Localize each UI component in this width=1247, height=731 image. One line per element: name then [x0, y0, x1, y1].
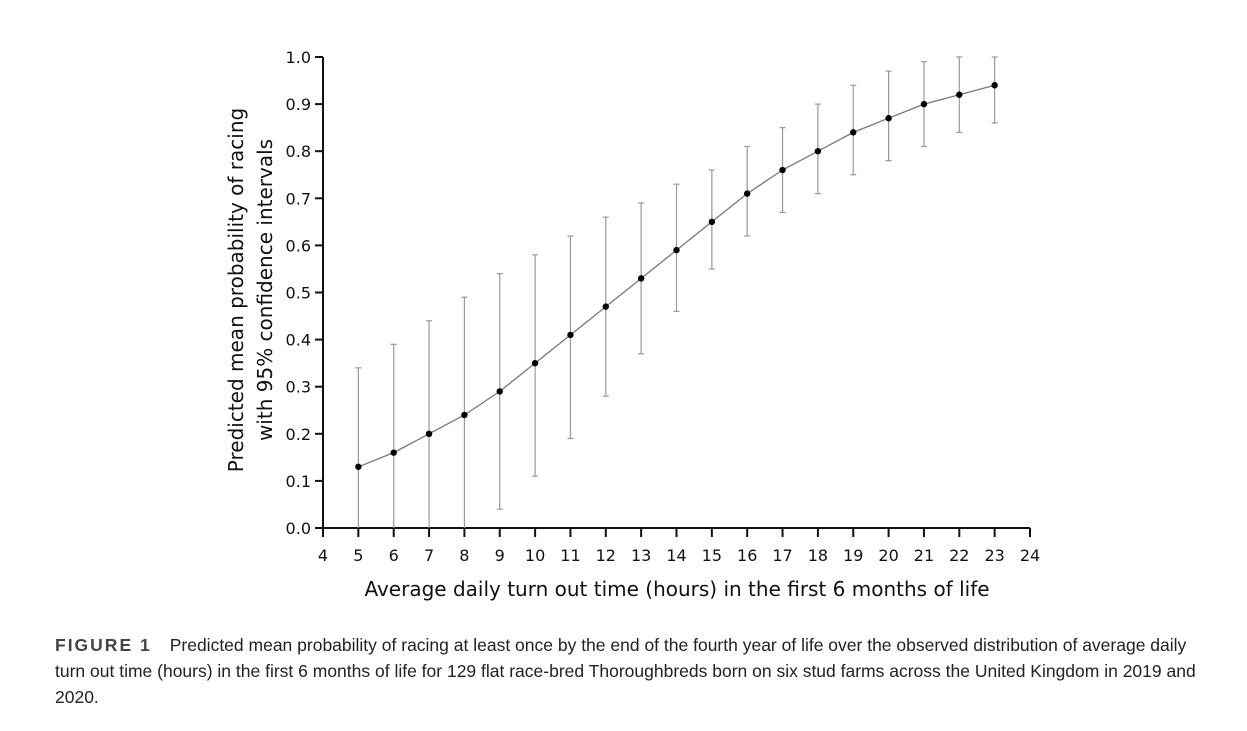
y-tick-label: 0.7: [286, 189, 311, 208]
data-point: [637, 275, 645, 282]
x-tick-label: 15: [702, 546, 722, 565]
y-axis-label-line2: with 95% confidence intervals: [253, 139, 277, 441]
data-point: [850, 129, 857, 136]
caption-text: Predicted mean probability of racing at …: [55, 635, 1196, 707]
x-tick-label: 12: [596, 546, 616, 565]
x-tick-label: 17: [772, 546, 792, 565]
data-point: [708, 218, 716, 226]
data-point: [814, 148, 822, 155]
x-tick-label: 19: [843, 546, 863, 565]
x-tick-label: 7: [424, 546, 434, 565]
y-tick-label: 0.3: [286, 378, 311, 397]
y-tick-label: 0.6: [286, 236, 311, 255]
figure-caption: FIGURE 1 Predicted mean probability of ra…: [55, 632, 1215, 710]
data-point: [531, 359, 539, 367]
x-tick-label: 13: [631, 546, 651, 565]
x-axis: 4 5 6 7 8 9 10 11 12 13 14 15 16 17 18 19 20 21 22 23 24: [318, 527, 1040, 565]
x-axis-label: Average daily turn out time (hours) in t…: [364, 577, 989, 601]
x-tick-label: 8: [459, 546, 469, 565]
x-tick-label: 14: [666, 546, 686, 565]
y-tick-label: 0.2: [286, 425, 311, 444]
x-tick-label: 5: [353, 546, 363, 565]
data-point: [425, 430, 433, 437]
error-bars: [355, 56, 998, 528]
data-point: [390, 449, 397, 456]
chart: 0.0 0.1 0.2 0.3 0.4 0.5 0.6 0.7 0.8 0.9 1.0 4 5 6 7 8 9…: [224, 48, 1040, 601]
x-tick-label: 18: [808, 546, 828, 565]
data-points: [355, 82, 998, 470]
figure-label: FIGURE 1: [55, 635, 152, 655]
data-point: [461, 411, 468, 419]
data-point: [673, 246, 680, 254]
y-axis-label-line1: Predicted mean probability of racing: [224, 108, 248, 472]
x-tick-label: 24: [1020, 546, 1040, 565]
x-tick-label: 10: [525, 546, 545, 565]
x-tick-label: 11: [560, 546, 580, 565]
data-point: [991, 82, 998, 89]
x-tick-label: 9: [495, 546, 505, 565]
y-tick-label: 0.9: [286, 95, 311, 114]
data-point: [885, 115, 892, 122]
x-tick-label: 16: [737, 546, 757, 565]
data-point: [920, 100, 928, 108]
x-tick-label: 6: [389, 546, 399, 565]
x-tick-label: 20: [878, 546, 898, 565]
y-tick-label: 0.0: [286, 519, 311, 538]
data-point: [744, 190, 751, 197]
y-tick-label: 0.8: [286, 142, 311, 161]
x-tick-label: 22: [949, 546, 969, 565]
data-point: [355, 463, 362, 470]
data-point: [779, 166, 786, 174]
y-tick-label: 0.5: [286, 284, 311, 303]
x-tick-label: 21: [914, 546, 934, 565]
data-point: [496, 388, 503, 395]
data-point: [956, 91, 963, 98]
x-tick-label: 4: [318, 546, 328, 565]
y-tick-label: 0.1: [286, 472, 311, 491]
data-point: [567, 331, 574, 339]
x-tick-label: 23: [984, 546, 1004, 565]
data-point: [602, 303, 609, 310]
y-tick-label: 0.4: [286, 331, 311, 350]
y-axis: 0.0 0.1 0.2 0.3 0.4 0.5 0.6 0.7 0.8 0.9 1.0: [286, 48, 324, 538]
y-tick-label: 1.0: [286, 48, 311, 67]
